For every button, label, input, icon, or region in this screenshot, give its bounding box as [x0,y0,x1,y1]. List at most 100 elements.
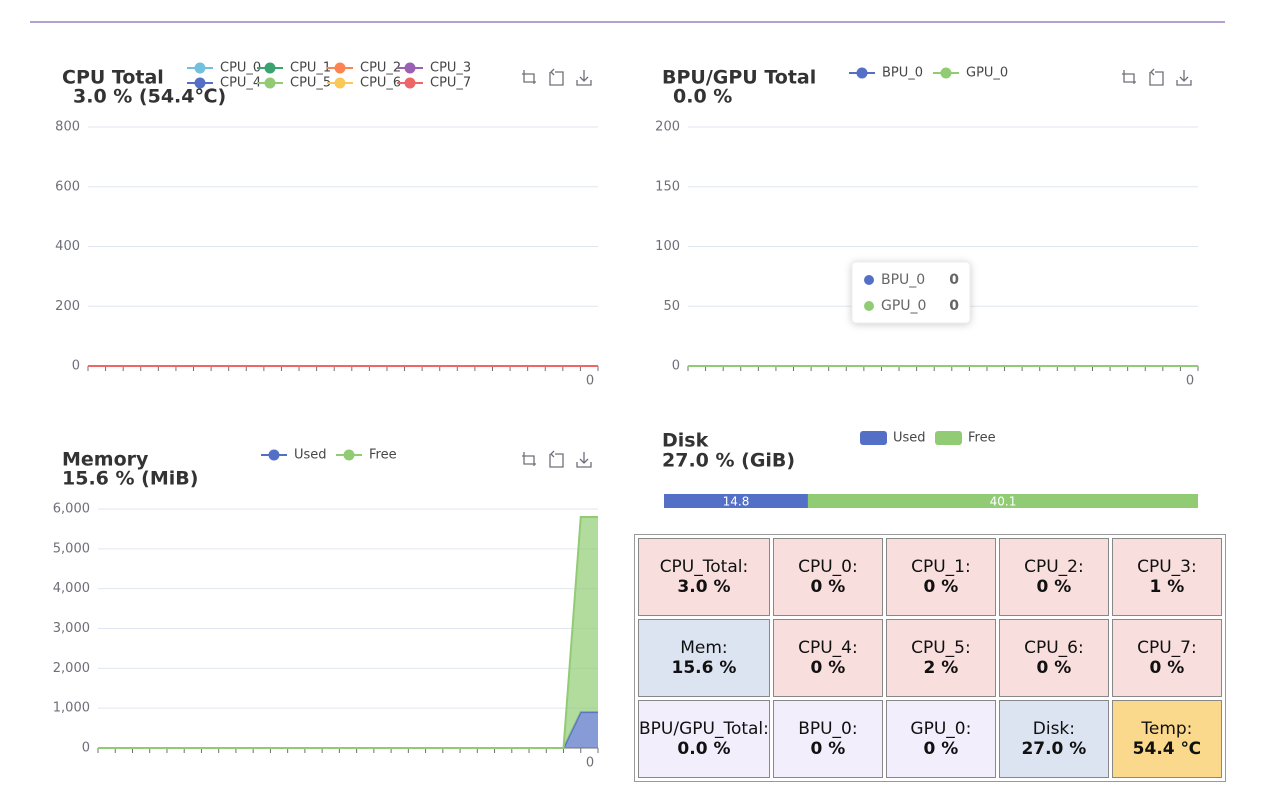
tooltip-value: 0 [949,272,959,288]
legend-label: CPU_6 [360,76,401,91]
legend-marker [404,77,416,89]
cell-value: 0 % [1036,658,1072,678]
y-tick-label: 0 [672,359,680,374]
cell-label: BPU/GPU_Total: [639,719,769,739]
tooltip-label: BPU_0 [881,272,925,288]
x-tick-label: 0 [1186,374,1194,389]
toolbox-button[interactable] [549,450,564,468]
cell-value: 0 % [1149,658,1185,678]
legend-label: CPU_1 [290,61,331,76]
y-tick-label: 400 [55,239,80,254]
area [98,516,598,748]
legend-label: BPU_0 [882,66,923,81]
bar-label: 40.1 [990,495,1017,509]
toolbox-button[interactable] [1149,68,1164,86]
legend-label: CPU_5 [290,76,331,91]
table-row: Mem: 15.6 % CPU_4: 0 % CPU_5: 2 % CPU_6: 0 % CPU… [638,619,1222,697]
cell-value: 0.0 % [677,739,731,759]
legend-label: CPU_0 [220,61,261,76]
toolbox-button[interactable] [549,68,564,86]
toolbox-button[interactable] [522,452,536,466]
cell-label: GPU_0: [910,719,972,739]
y-tick-label: 200 [55,299,80,314]
x-tick-label: 0 [586,756,594,771]
legend-marker [194,77,206,89]
status-cell: CPU_2: 0 % [998,538,1109,616]
toolbox-button[interactable] [576,70,592,86]
cell-value: 3.0 % [677,577,731,597]
cell-label: CPU_4: [798,638,858,658]
status-cell: CPU_3: 1 % [1111,538,1222,616]
legend-marker [940,67,952,79]
tooltip [851,261,971,324]
cell-value: 0 % [923,577,959,597]
chart-title: BPU/GPU Total [662,67,816,89]
cell-value: 0 % [810,658,846,678]
y-tick-label: 0 [82,741,90,756]
table-row: BPU/GPU_Total: 0.0 % BPU_0: 0 % GPU_0: 0 % Dis… [638,700,1222,778]
cell-label: BPU_0: [798,719,858,739]
status-cell: GPU_0: 0 % [885,700,996,778]
toolbox-button[interactable] [576,452,592,468]
cell-value: 1 % [1149,577,1185,597]
chart-title: CPU Total [62,67,164,89]
legend-marker [194,62,206,74]
legend-label: CPU_2 [360,61,401,76]
chart-subtitle: 15.6 % (MiB) [62,468,198,490]
tooltip-value: 0 [949,298,959,314]
status-cell: CPU_Total: 3.0 % [638,538,770,616]
cell-label: CPU_3: [1137,557,1197,577]
bar-segment [807,494,1198,508]
chart-title: Disk [662,430,709,452]
cell-value: 0 % [810,577,846,597]
status-table: CPU_Total: 3.0 % CPU_0: 0 % CPU_1: 0 % CPU_2: 0… [634,534,1226,782]
status-cell: Temp: 54.4 ℃ [1111,700,1222,778]
cell-value: 0 % [810,739,846,759]
legend-marker [404,62,416,74]
y-tick-label: 5,000 [53,541,90,556]
chart-subtitle: 27.0 % (GiB) [662,450,795,472]
bar-segment [664,494,808,508]
y-tick-label: 3,000 [53,621,90,636]
y-tick-label: 200 [655,120,680,135]
chart-subtitle: 3.0 % (54.4℃) [73,86,226,108]
tooltip-label: GPU_0 [881,298,926,314]
y-tick-label: 0 [72,359,80,374]
cell-label: CPU_6: [1024,638,1084,658]
cell-value: 0 % [1036,577,1072,597]
y-tick-label: 6,000 [53,502,90,517]
legend-marker [334,62,346,74]
status-cell: CPU_1: 0 % [885,538,996,616]
legend-marker [264,62,276,74]
legend-label: CPU_4 [220,76,261,91]
tooltip-marker [864,275,874,285]
status-cell: CPU_0: 0 % [772,538,883,616]
legend-marker [856,67,868,79]
legend-label: Used [893,431,926,446]
legend-label: Free [968,431,996,446]
status-cell: CPU_5: 2 % [885,619,996,697]
status-cell: BPU/GPU_Total: 0.0 % [638,700,770,778]
cell-value: 2 % [923,658,959,678]
cell-value: 15.6 % [671,658,737,678]
toolbox-button[interactable] [1122,70,1136,84]
area [98,712,598,748]
y-tick-label: 50 [663,299,680,314]
bar-label: 14.8 [723,495,750,509]
legend-swatch [860,431,887,445]
cell-label: Mem: [680,638,728,658]
toolbox-button[interactable] [1176,70,1192,86]
legend-label: GPU_0 [966,66,1008,81]
series-line [98,515,598,749]
legend-swatch [935,431,962,445]
toolbox-button[interactable] [522,70,536,84]
legend-label: Free [369,448,397,463]
cell-label: CPU_7: [1137,638,1197,658]
legend-label: CPU_3 [430,61,471,76]
y-tick-label: 1,000 [53,701,90,716]
cell-label: CPU_1: [911,557,971,577]
legend-marker [334,77,346,89]
legend-label: Used [294,448,327,463]
